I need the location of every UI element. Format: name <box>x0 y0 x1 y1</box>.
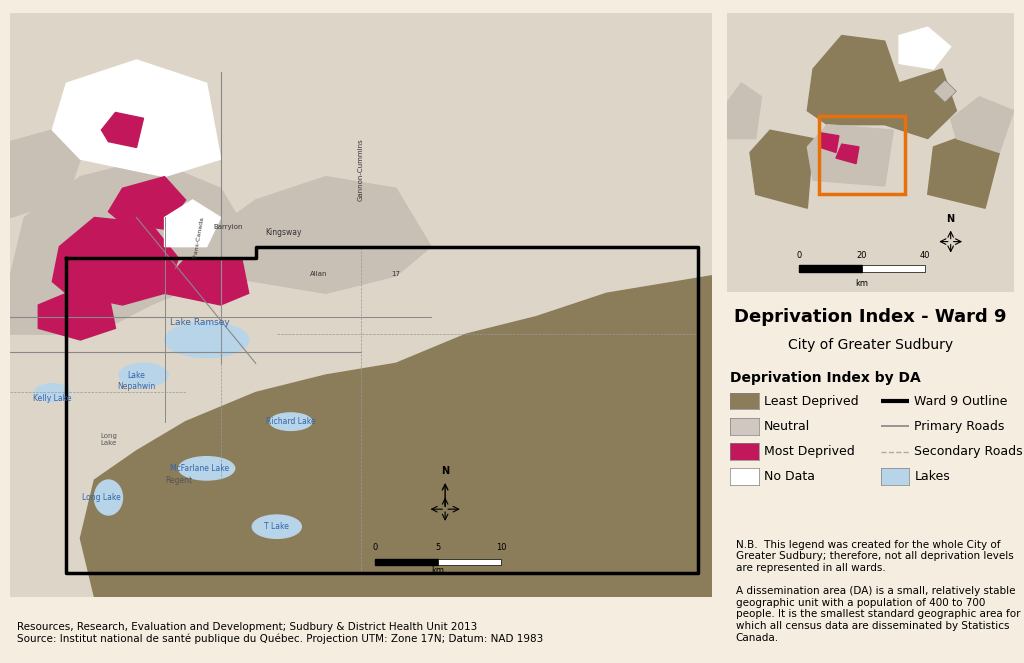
Polygon shape <box>52 217 178 305</box>
Bar <box>819 116 905 194</box>
Text: Deprivation Index - Ward 9: Deprivation Index - Ward 9 <box>734 308 1007 326</box>
Polygon shape <box>928 130 999 208</box>
Text: Gannon-Cummins: Gannon-Cummins <box>358 138 364 201</box>
Polygon shape <box>80 276 712 597</box>
Polygon shape <box>807 125 893 186</box>
Text: Allan: Allan <box>310 271 328 277</box>
Polygon shape <box>950 97 1014 152</box>
Text: Trans-Canada: Trans-Canada <box>194 216 206 259</box>
Text: McFarlane Lake: McFarlane Lake <box>170 464 229 473</box>
Polygon shape <box>109 176 185 229</box>
Text: Long
Lake: Long Lake <box>100 433 117 446</box>
Ellipse shape <box>178 457 234 480</box>
Text: Primary Roads: Primary Roads <box>914 420 1005 433</box>
Polygon shape <box>836 144 859 164</box>
Text: km: km <box>855 279 868 288</box>
Text: N: N <box>441 466 450 476</box>
Text: 0: 0 <box>796 251 802 261</box>
Text: 10: 10 <box>496 543 507 552</box>
Bar <box>438 559 501 565</box>
Polygon shape <box>38 293 116 340</box>
Bar <box>862 265 925 272</box>
Text: Secondary Roads: Secondary Roads <box>914 445 1023 458</box>
Polygon shape <box>52 60 221 176</box>
Text: 40: 40 <box>920 251 930 261</box>
Text: N: N <box>946 214 954 224</box>
Text: 0: 0 <box>373 543 378 552</box>
Polygon shape <box>934 80 956 102</box>
Polygon shape <box>885 69 956 139</box>
Text: Least Deprived: Least Deprived <box>764 394 858 408</box>
Ellipse shape <box>269 413 312 430</box>
Text: Kelly Lake: Kelly Lake <box>33 394 72 403</box>
Text: Ward 9 Outline: Ward 9 Outline <box>914 394 1008 408</box>
Text: No Data: No Data <box>764 470 815 483</box>
Ellipse shape <box>252 515 301 538</box>
Bar <box>375 559 438 565</box>
Ellipse shape <box>94 480 123 515</box>
Text: Lake Ramsey: Lake Ramsey <box>170 318 229 327</box>
Polygon shape <box>10 159 256 334</box>
Polygon shape <box>807 36 899 125</box>
Text: Lake
Nepahwin: Lake Nepahwin <box>118 371 156 391</box>
Polygon shape <box>899 27 950 69</box>
Polygon shape <box>165 200 221 247</box>
Text: 5: 5 <box>435 543 440 552</box>
Polygon shape <box>819 133 839 152</box>
Text: Richard Lake: Richard Lake <box>266 417 315 426</box>
Text: T Lake: T Lake <box>264 522 289 531</box>
Text: 20: 20 <box>856 251 867 261</box>
Ellipse shape <box>35 384 70 401</box>
Text: 17: 17 <box>391 271 400 277</box>
Text: Regent: Regent <box>165 475 193 485</box>
Polygon shape <box>207 176 431 293</box>
Text: City of Greater Sudbury: City of Greater Sudbury <box>787 338 953 352</box>
Text: km: km <box>432 566 444 575</box>
Text: Kingsway: Kingsway <box>265 228 302 237</box>
Text: Long Lake: Long Lake <box>82 493 121 502</box>
Text: Barryion: Barryion <box>213 224 243 230</box>
Text: N.B.  This legend was created for the whole City of Greater Sudbury; therefore, : N.B. This legend was created for the who… <box>735 540 1020 642</box>
Polygon shape <box>101 113 143 147</box>
Text: Neutral: Neutral <box>764 420 810 433</box>
Ellipse shape <box>119 363 168 387</box>
Polygon shape <box>165 259 249 305</box>
Polygon shape <box>750 130 813 208</box>
Text: Resources, Research, Evaluation and Development; Sudbury & District Health Unit : Resources, Research, Evaluation and Deve… <box>17 622 544 644</box>
Text: Most Deprived: Most Deprived <box>764 445 855 458</box>
Bar <box>799 265 862 272</box>
Text: Deprivation Index by DA: Deprivation Index by DA <box>730 371 921 385</box>
Polygon shape <box>10 130 80 217</box>
Polygon shape <box>727 83 762 139</box>
Text: Lakes: Lakes <box>914 470 950 483</box>
Ellipse shape <box>165 322 249 357</box>
